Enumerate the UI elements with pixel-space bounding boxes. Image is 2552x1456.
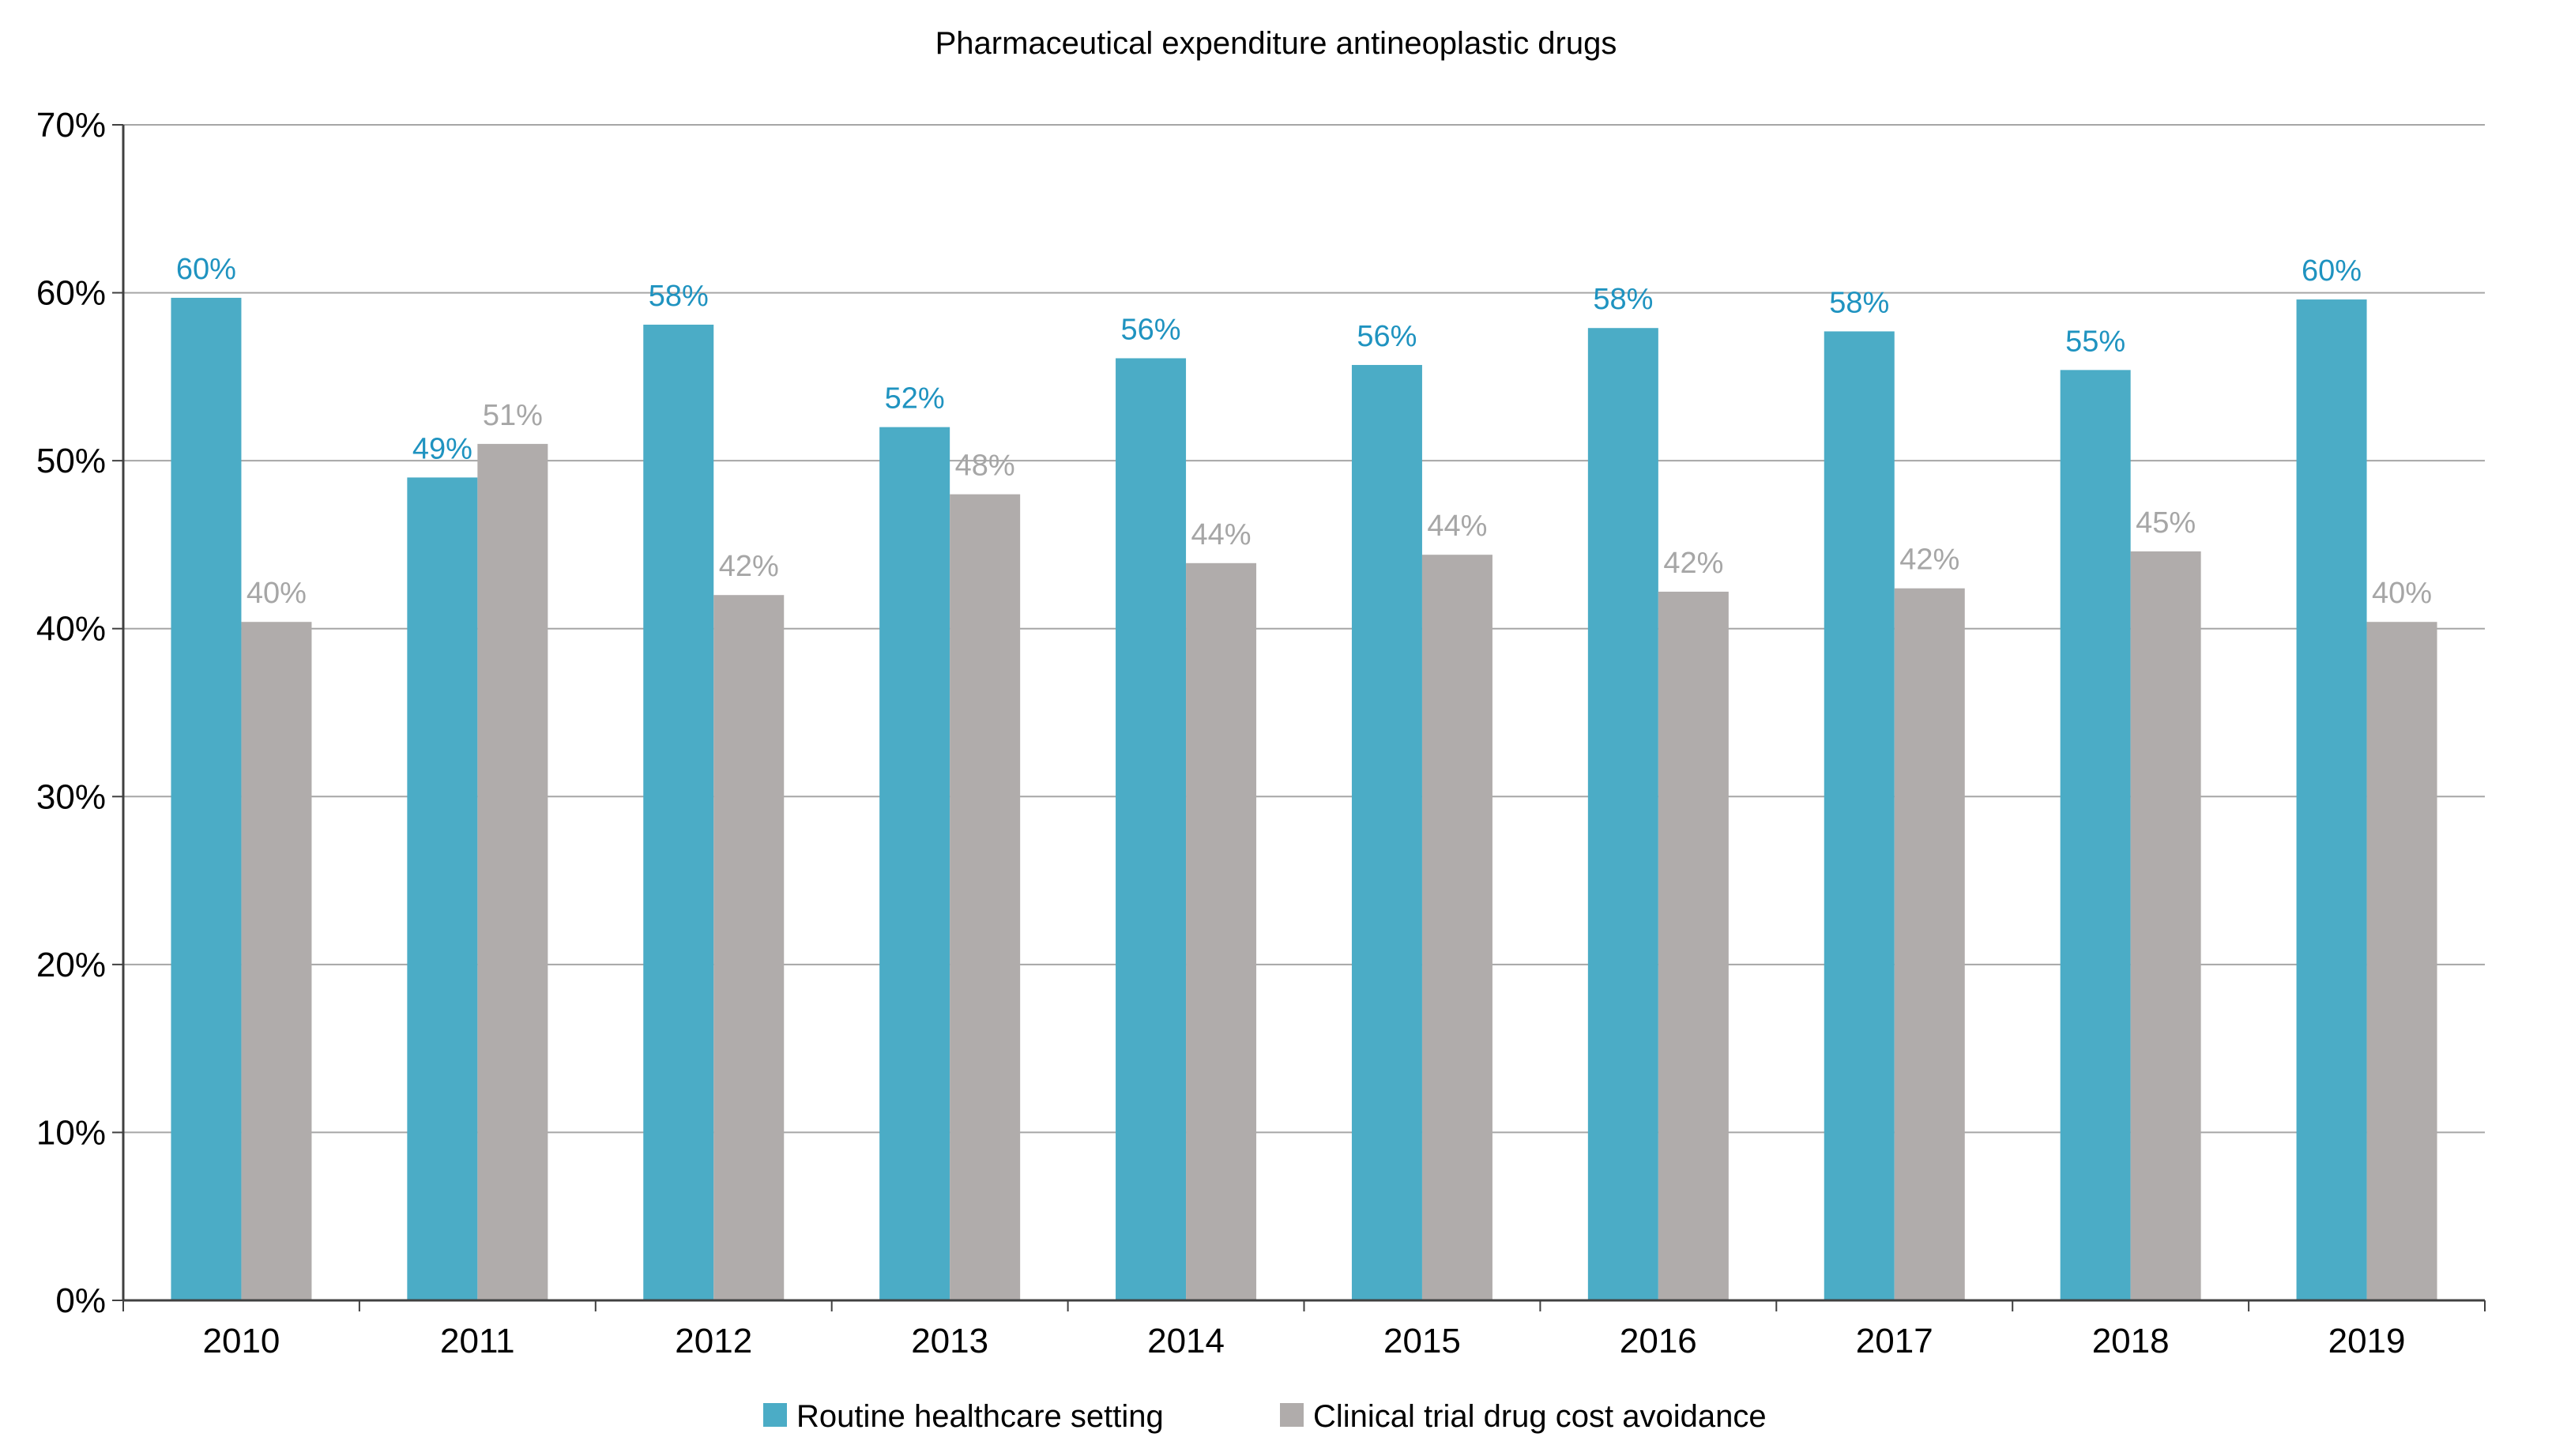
data-label-routine-2015: 56% [1357,320,1417,353]
data-label-clinical-trial-2012: 42% [719,550,779,583]
x-tick-label: 2012 [675,1322,752,1360]
x-tick-label: 2010 [203,1322,280,1360]
bar-clinical-trial-2016 [1658,591,1729,1300]
legend-swatch-clinical-trial [1280,1403,1304,1427]
chart-title: Pharmaceutical expenditure antineoplasti… [935,26,1617,61]
legend: Routine healthcare setting Clinical trial… [763,1399,1767,1434]
bar-routine-2012 [643,324,714,1301]
legend-swatch-routine [763,1403,787,1427]
y-tick-label: 20% [36,946,106,984]
data-label-routine-2010: 60% [176,253,236,286]
y-tick-label: 60% [36,274,106,313]
x-tick-label: 2011 [440,1322,515,1360]
legend-label-routine: Routine healthcare setting [796,1399,1164,1434]
x-tick-label: 2014 [1147,1322,1225,1360]
data-labels: 60% 40% 49% 51% 58% 42% 52% 48% 56% 44% 56% 44% 58% 4… [176,253,2432,610]
bar-clinical-trial-2019 [2366,622,2437,1300]
axes: 0% 10% 20% 30% 40% 50% 60% 70% 2010 2011 2012 2013 2… [36,106,2486,1360]
y-tick-label: 40% [36,610,106,649]
data-label-clinical-trial-2010: 40% [247,577,307,610]
bar-clinical-trial-2014 [1186,562,1257,1300]
data-label-routine-2016: 58% [1593,283,1653,316]
y-tick-label: 70% [36,106,106,145]
bar-routine-2013 [879,427,950,1300]
data-label-clinical-trial-2014: 44% [1191,518,1252,551]
bar-clinical-trial-2010 [241,622,312,1300]
x-tick-label: 2015 [1383,1322,1461,1360]
data-label-routine-2019: 60% [2302,254,2362,288]
bar-routine-2018 [2060,370,2131,1301]
data-label-routine-2011: 49% [412,432,472,465]
y-tick-label: 10% [36,1113,106,1152]
bar-routine-2015 [1351,364,1422,1300]
data-label-clinical-trial-2016: 42% [1663,547,1723,580]
bar-routine-2014 [1116,358,1187,1301]
data-label-clinical-trial-2015: 44% [1427,510,1487,543]
x-tick-label: 2019 [2328,1322,2406,1360]
y-tick-label: 30% [36,777,106,816]
data-label-routine-2012: 58% [649,280,709,313]
data-label-clinical-trial-2018: 45% [2136,506,2196,540]
data-label-routine-2013: 52% [885,382,945,416]
bar-routine-2016 [1587,328,1658,1300]
bar-clinical-trial-2018 [2130,551,2201,1300]
data-label-clinical-trial-2011: 51% [483,399,543,432]
legend-label-clinical-trial: Clinical trial drug cost avoidance [1313,1399,1767,1434]
x-tick-label: 2017 [1856,1322,1933,1360]
y-tick-label: 0% [55,1281,106,1320]
bar-routine-2010 [171,297,242,1300]
bar-clinical-trial-2013 [950,494,1021,1300]
bar-routine-2017 [1824,331,1895,1300]
bar-routine-2011 [407,477,478,1300]
bars [171,297,2437,1301]
data-label-clinical-trial-2013: 48% [955,450,1015,483]
data-label-clinical-trial-2019: 40% [2372,577,2432,610]
bar-clinical-trial-2011 [477,443,548,1300]
data-label-routine-2017: 58% [1829,286,1889,319]
bar-clinical-trial-2015 [1421,555,1492,1300]
data-label-routine-2014: 56% [1121,313,1181,346]
bar-clinical-trial-2017 [1894,588,1965,1300]
x-tick-label: 2016 [1620,1322,1697,1360]
bar-clinical-trial-2012 [713,595,785,1300]
data-label-clinical-trial-2017: 42% [1899,544,1959,577]
y-tick-label: 50% [36,442,106,480]
bar-routine-2019 [2296,299,2367,1301]
data-label-routine-2018: 55% [2065,325,2125,358]
x-tick-label: 2018 [2092,1322,2170,1360]
x-tick-label: 2013 [911,1322,988,1360]
